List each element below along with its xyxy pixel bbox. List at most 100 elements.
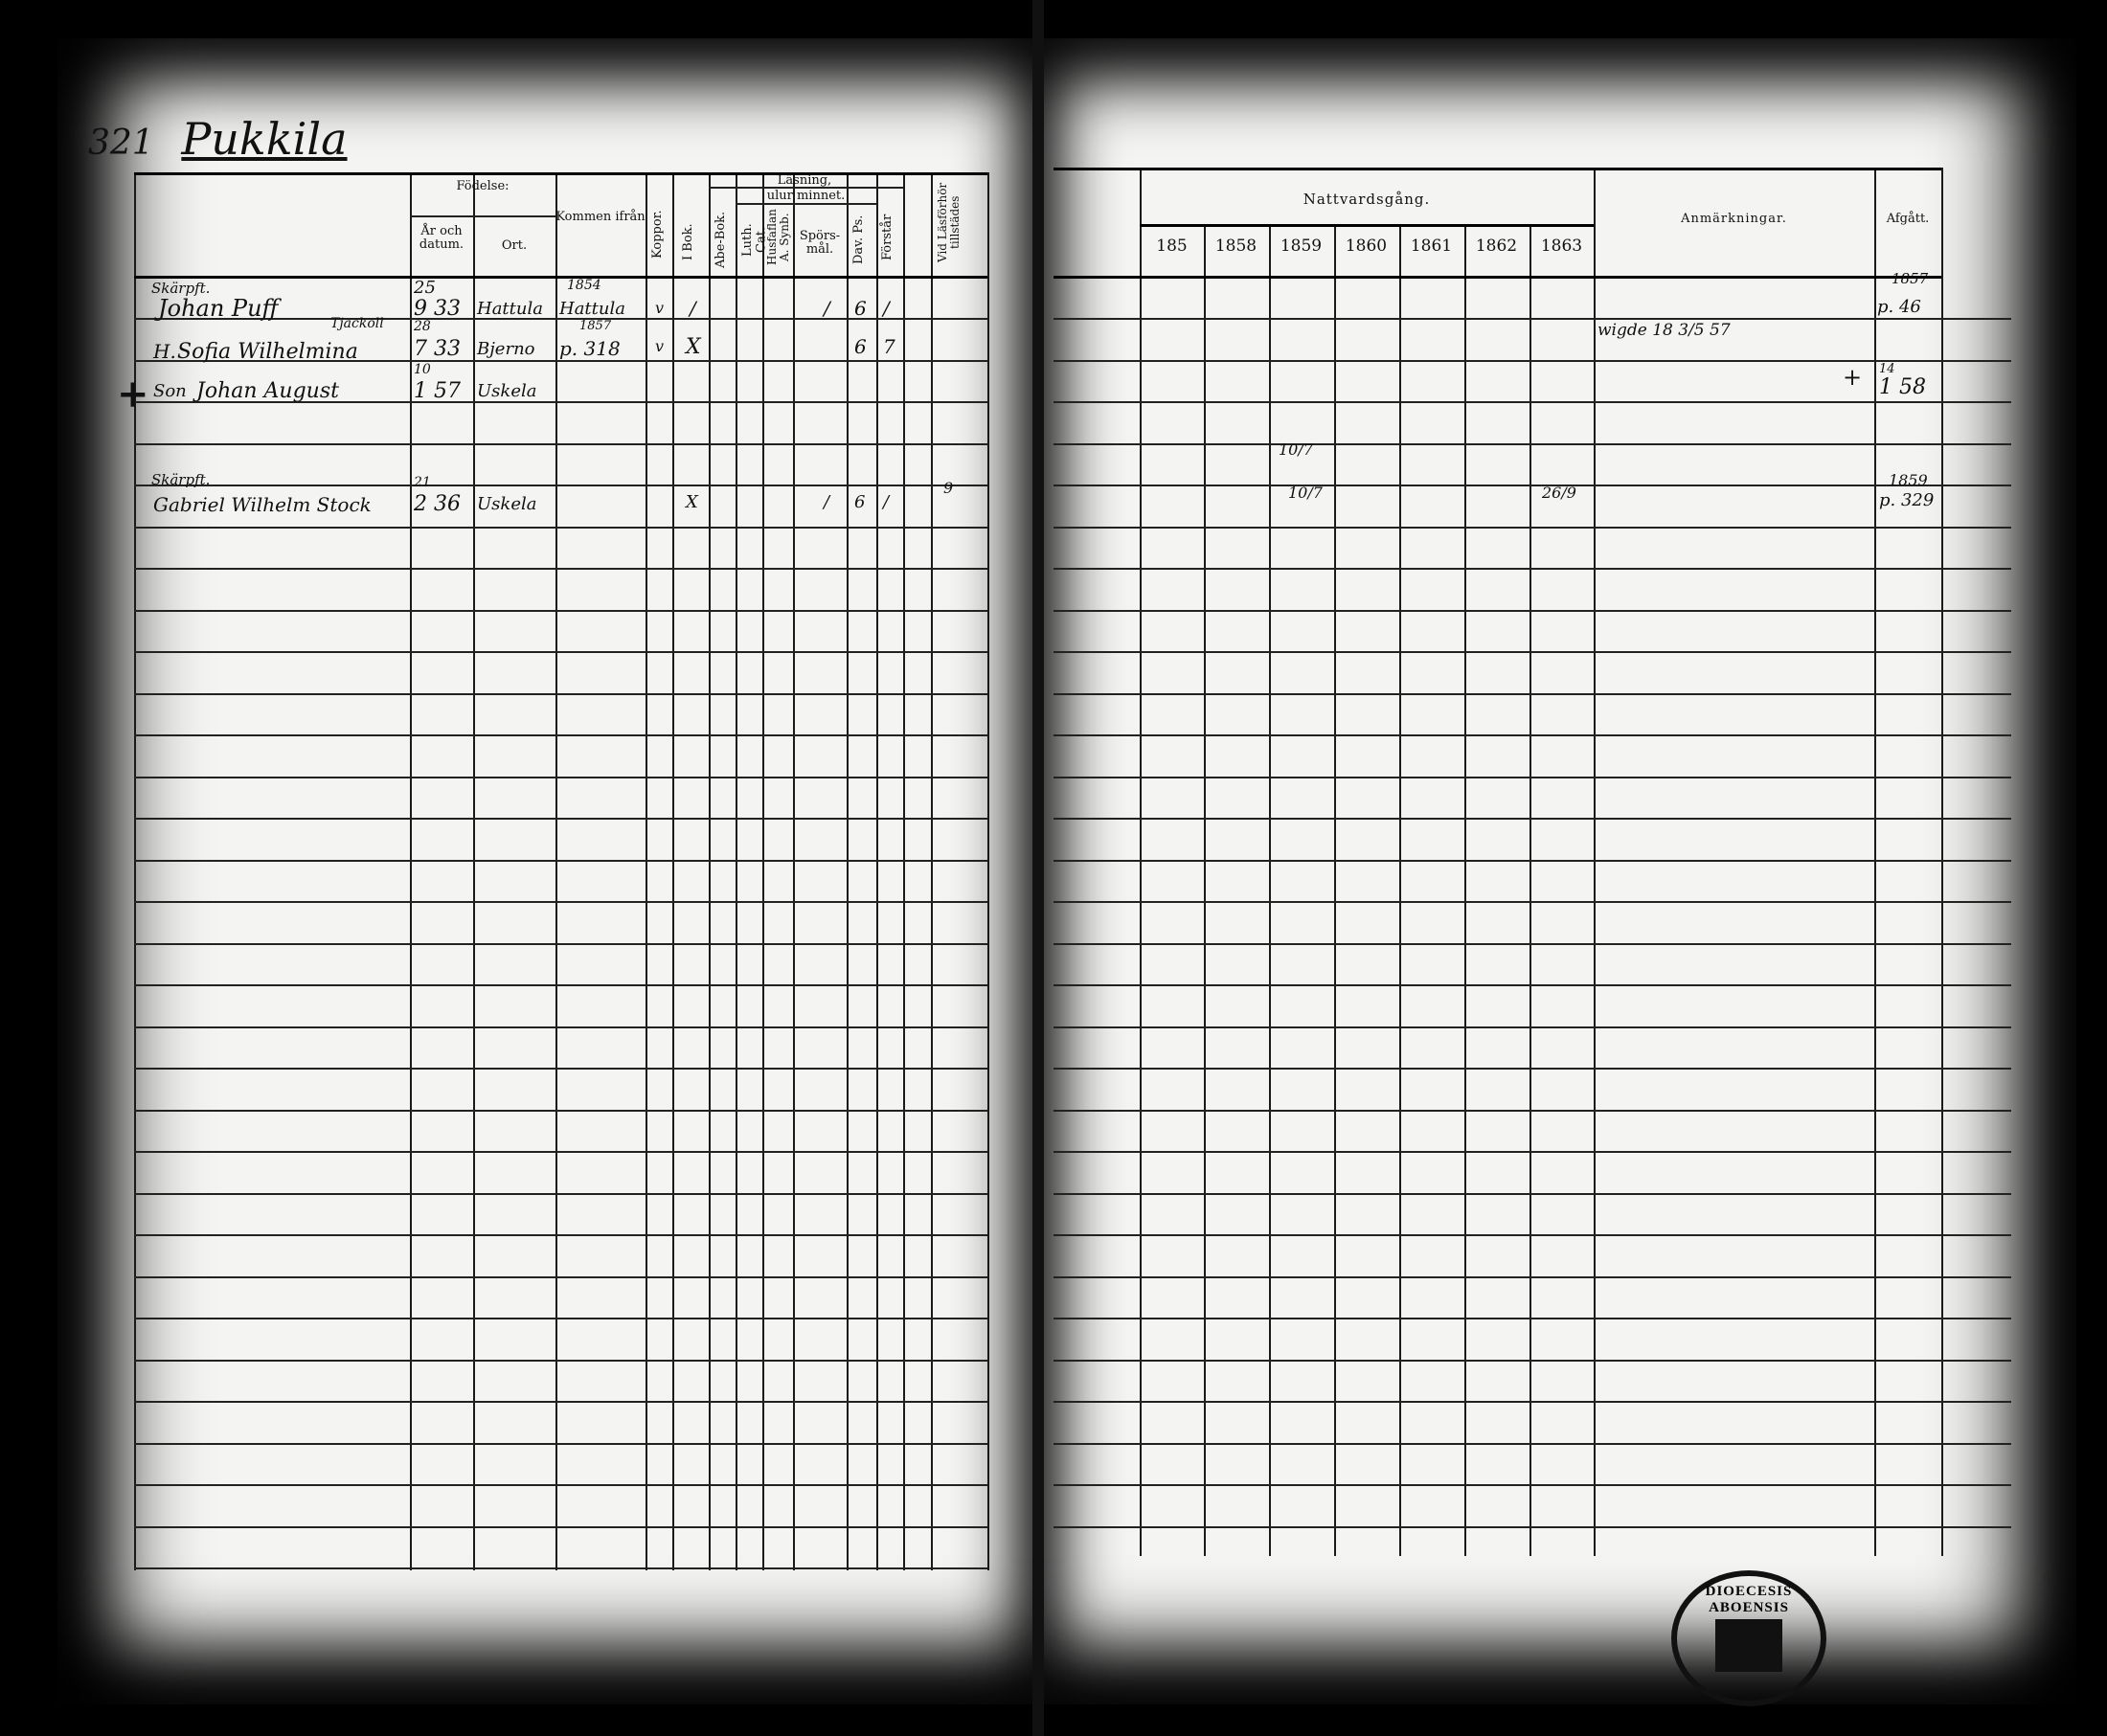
entry-2-birth-year: 7 33 <box>414 337 461 361</box>
column-rule <box>1269 224 1271 1556</box>
entry-1-name: Johan Puff <box>158 295 279 322</box>
column-rule <box>1941 168 1943 1556</box>
entry-4-ort: Uskela <box>477 494 537 514</box>
year-header: 1863 <box>1540 237 1583 256</box>
row-rule <box>1054 818 2011 820</box>
entry-4-mark: / <box>824 492 830 512</box>
entry-4-birth-year: 2 36 <box>414 492 461 516</box>
header-afgatt: Afgått. <box>1886 212 1930 226</box>
header-anmarkningar: Anmärkningar. <box>1681 212 1787 226</box>
row-rule <box>134 1443 987 1445</box>
column-rule <box>134 172 136 1570</box>
row-rule <box>134 734 987 736</box>
entry-1-birth-year: 9 33 <box>414 297 461 321</box>
row-rule <box>1054 984 2011 986</box>
entry-1-mark: / <box>824 297 830 320</box>
entry-4-mark: X <box>686 492 698 512</box>
column-rule <box>1204 224 1206 1556</box>
year-header: 1859 <box>1280 237 1323 256</box>
header-nattvardsgang: Nattvardsgång. <box>1303 191 1431 208</box>
row-rule <box>1054 860 2011 862</box>
entry-1-ort: Hattula <box>477 299 543 319</box>
column-rule <box>1464 224 1466 1556</box>
column-rule <box>555 172 557 1570</box>
row-rule <box>1054 527 2011 529</box>
row-rule <box>134 1193 987 1195</box>
entry-1-afgatt-year: 1857 <box>1892 270 1929 287</box>
header-dav-ps: Dav. Ps. <box>851 214 866 264</box>
column-rule <box>473 172 475 1570</box>
entry-4-nattvard-1863: 26/9 <box>1542 484 1576 502</box>
column-rule <box>1399 224 1401 1556</box>
row-rule <box>1054 1193 2011 1195</box>
left-page <box>57 38 1034 1704</box>
column-rule <box>1874 168 1876 1556</box>
entry-1-mark: 6 <box>854 297 867 320</box>
entry-3-birth-day: 10 <box>414 362 431 377</box>
row-rule <box>134 610 987 612</box>
row-rule <box>134 1276 987 1278</box>
entry-3-birth-year: 1 57 <box>414 379 461 403</box>
row-rule <box>1054 568 2011 570</box>
column-rule <box>1529 224 1531 1556</box>
row-rule <box>1054 1151 2011 1153</box>
entry-2-note: Tjackoll <box>330 316 384 331</box>
entry-4-vid: 9 <box>943 479 954 497</box>
row-rule <box>1054 1068 2011 1070</box>
entry-1-mark: v <box>655 299 665 317</box>
village-name: Pukkila <box>181 113 348 165</box>
header-rule <box>134 276 987 279</box>
entry-2-name: Sofia Wilhelmina <box>177 340 358 364</box>
entry-3-name: Johan August <box>196 379 339 403</box>
header-abe-bok: Abe-Bok. <box>714 211 728 269</box>
row-rule <box>134 485 987 486</box>
header-rule <box>1140 224 1594 227</box>
column-rule <box>847 172 849 1570</box>
row-rule <box>1054 318 2011 320</box>
row-rule <box>1054 1443 2011 1445</box>
header-vid-lasforhor: Vid Läsförhör tillstädes <box>936 182 963 262</box>
header-rule <box>709 187 903 189</box>
row-rule <box>134 1068 987 1070</box>
column-rule <box>903 172 905 1570</box>
row-rule <box>1054 777 2011 778</box>
right-cross-mark: + <box>1843 364 1863 391</box>
entry-1-prefix: Skärpft. <box>151 280 211 297</box>
row-rule <box>1054 734 2011 736</box>
row-rule <box>1054 1401 2011 1403</box>
page-heading: 321 Pukkila <box>88 113 348 165</box>
entry-3-cross: + <box>117 372 149 417</box>
entry-4-name: Gabriel Wilhelm Stock <box>153 493 372 516</box>
entry-1-afgatt: p. 46 <box>1877 297 1921 317</box>
row-rule <box>134 943 987 945</box>
entry-2-prefix: H. <box>153 340 176 363</box>
header-rule <box>134 172 987 175</box>
entry-1-kommen: Hattula <box>559 299 625 319</box>
row-rule <box>1054 360 2011 362</box>
entry-2-kommen: p. 318 <box>559 337 621 360</box>
header-bok: I Bok. <box>681 223 695 260</box>
column-rule <box>1334 224 1336 1556</box>
row-rule <box>1054 1360 2011 1362</box>
entry-2-birth-day: 28 <box>414 319 431 334</box>
column-rule <box>931 172 933 1570</box>
header-rule <box>1054 168 1941 170</box>
row-rule <box>134 1234 987 1236</box>
nattvard-mark: 10/7 <box>1279 440 1313 459</box>
entry-3-afgatt: 1 58 <box>1879 375 1926 399</box>
row-rule <box>1054 485 2011 486</box>
row-rule <box>134 1401 987 1403</box>
page-number: 321 <box>88 124 154 163</box>
entry-2-mark: X <box>686 335 701 359</box>
row-rule <box>1054 443 2011 445</box>
entry-2-ort: Bjerno <box>477 339 535 359</box>
entry-2-kommen-year: 1857 <box>579 319 612 333</box>
header-lasning: Läsning, <box>777 173 832 188</box>
row-rule <box>1054 693 2011 695</box>
entry-4-mark: / <box>883 492 890 512</box>
row-rule <box>1054 610 2011 612</box>
row-rule <box>1054 1026 2011 1028</box>
entry-3-prefix: Son <box>153 381 187 401</box>
row-rule <box>1054 1110 2011 1112</box>
